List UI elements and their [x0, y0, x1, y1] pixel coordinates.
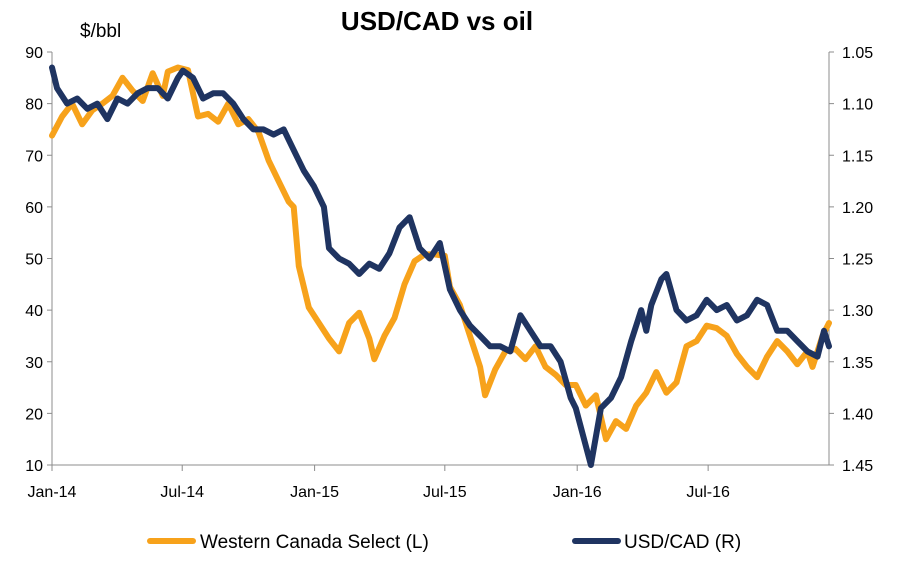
chart-title: USD/CAD vs oil — [341, 6, 533, 36]
x-axis-tick-label: Jan-16 — [553, 484, 602, 501]
x-axis-tick-label: Jul-15 — [423, 484, 467, 501]
right-axis-tick-label: 1.15 — [842, 148, 873, 165]
right-axis-tick-label: 1.35 — [842, 355, 873, 372]
x-axis-tick-label: Jan-14 — [28, 484, 77, 501]
x-axis-tick-label: Jan-15 — [290, 484, 339, 501]
right-axis-tick-label: 1.25 — [842, 252, 873, 269]
right-axis-tick-label: 1.30 — [842, 303, 873, 320]
left-axis-tick-label: 20 — [25, 406, 43, 423]
left-axis-tick-label: 60 — [25, 200, 43, 217]
left-axis-tick-label: 70 — [25, 148, 43, 165]
left-axis-tick-label: 80 — [25, 97, 43, 114]
left-axis-tick-label: 90 — [25, 45, 43, 62]
left-axis-tick-label: 10 — [25, 458, 43, 475]
left-axis-tick-label: 30 — [25, 355, 43, 372]
left-axis-tick-label: 50 — [25, 252, 43, 269]
series-line-usdcad — [49, 64, 832, 468]
right-axis: 1.05 1.10 1.15 1.20 1.25 1.30 1.35 1.40 1.45 — [828, 45, 873, 475]
legend: Western Canada Select (L) USD/CAD (R) — [147, 532, 741, 553]
x-axis-tick-label: Jul-14 — [160, 484, 204, 501]
x-axis: Jan-14 Jul-14 Jan-15 Jul-15 Jan-16 Jul-16 — [28, 464, 829, 501]
x-axis-tick-label: Jul-16 — [686, 484, 730, 501]
right-axis-tick-label: 1.40 — [842, 406, 873, 423]
right-axis-tick-label: 1.05 — [842, 45, 873, 62]
legend-label-usdcad: USD/CAD (R) — [624, 532, 741, 553]
left-axis-tick-label: 40 — [25, 303, 43, 320]
series-layer — [49, 64, 832, 468]
left-axis-unit-label: $/bbl — [80, 21, 121, 42]
right-axis-tick-label: 1.45 — [842, 458, 873, 475]
right-axis-tick-label: 1.10 — [842, 97, 873, 114]
legend-label-western-canada-select: Western Canada Select (L) — [200, 532, 429, 553]
left-axis: 10 20 30 40 50 60 70 80 90 — [25, 45, 53, 475]
right-axis-tick-label: 1.20 — [842, 200, 873, 217]
